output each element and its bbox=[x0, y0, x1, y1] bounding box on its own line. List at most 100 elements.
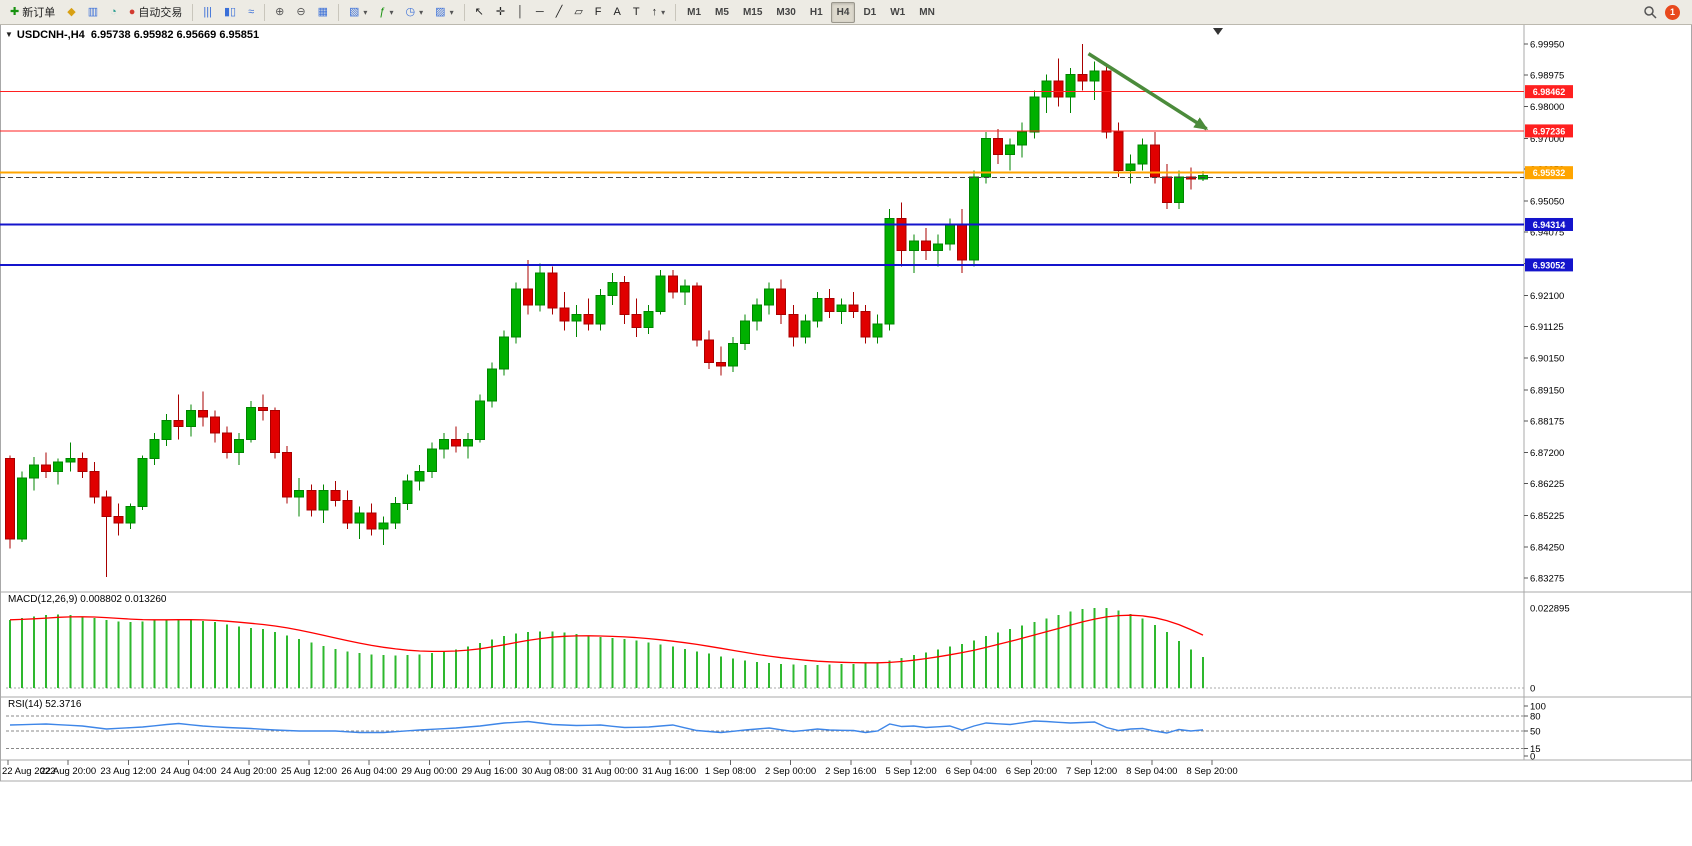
candle-up bbox=[1005, 144, 1016, 155]
one-click-trading-expander[interactable]: ▼ bbox=[5, 30, 13, 39]
pivot-line-price-tag[interactable] bbox=[1525, 166, 1573, 180]
candle-up bbox=[390, 503, 401, 524]
crosshair-button[interactable]: ✛ bbox=[491, 2, 510, 23]
time-axis-label: 26 Aug 04:00 bbox=[341, 766, 397, 777]
periods-button[interactable]: ◷ ▾ bbox=[401, 2, 429, 23]
candle-down bbox=[993, 137, 1004, 155]
candle-up bbox=[17, 477, 28, 540]
candle-down bbox=[1101, 70, 1112, 133]
vertical-line-button[interactable]: │ bbox=[512, 2, 529, 23]
support-1-price-tag[interactable] bbox=[1525, 217, 1573, 231]
candle-down bbox=[89, 471, 100, 498]
price-axis-label: 6.89150 bbox=[1530, 385, 1564, 396]
candle-up bbox=[764, 288, 775, 306]
candle-down bbox=[824, 298, 835, 312]
candle-down bbox=[715, 362, 726, 367]
trendline-icon: ╱ bbox=[555, 5, 563, 18]
time-axis-label: 6 Sep 20:00 bbox=[1006, 766, 1057, 777]
candle-down bbox=[896, 218, 907, 252]
timeframe-h4-button[interactable]: H4 bbox=[830, 1, 856, 23]
timeframe-m30-button[interactable]: M30 bbox=[770, 2, 801, 23]
support-2-price-tag[interactable] bbox=[1525, 258, 1573, 272]
channel-button[interactable]: ▱ bbox=[569, 2, 587, 23]
candle-up bbox=[499, 336, 510, 370]
rsi-panel bbox=[6, 715, 1524, 749]
price-axis[interactable]: 6.999506.989756.980006.970006.960506.950… bbox=[1524, 40, 1573, 763]
timeframe-mn-button[interactable]: MN bbox=[913, 2, 941, 23]
candle-down bbox=[848, 304, 859, 312]
new-chart-button[interactable]: ▧ ▾ bbox=[344, 2, 372, 23]
rsi-scale-label: 15 bbox=[1530, 744, 1541, 755]
candle-up bbox=[571, 314, 582, 322]
tile-windows-button[interactable]: ▦ bbox=[313, 2, 333, 23]
rsi-scale-label: 80 bbox=[1530, 712, 1541, 723]
candle-down bbox=[1149, 144, 1160, 178]
candle-down bbox=[631, 314, 642, 328]
timeframe-h1-button[interactable]: H1 bbox=[804, 2, 829, 23]
candle-up bbox=[29, 464, 40, 479]
main-toolbar: ✚ 新订单 ◆ ▥ ◔ ● 自动交易 ||| ▮▯ ≈ ⊕ ⊖ ▦ ▧ ▾ ƒ ▾ ◷ ▾ ▨ ▾ ↖ ✛ │ ─ ╱ ▱ F A T ↑ ▾… bbox=[0, 0, 1692, 25]
candle-down bbox=[450, 438, 461, 447]
templates-button[interactable]: ▨ ▾ bbox=[430, 2, 458, 23]
resistance-1-price-tag[interactable] bbox=[1525, 85, 1573, 99]
macd-signal-line bbox=[9, 614, 1204, 664]
resistance-2-price-tag[interactable] bbox=[1525, 124, 1573, 138]
text-button[interactable]: A bbox=[609, 2, 626, 23]
horizontal-levels bbox=[0, 91, 1524, 266]
terminal-button[interactable]: ▥ bbox=[83, 2, 103, 23]
new-order-button-label: 新订单 bbox=[22, 7, 56, 19]
ohlc-bars-button[interactable]: ||| bbox=[198, 2, 217, 23]
price-axis-label: 6.98000 bbox=[1530, 102, 1564, 113]
zoom-in-button[interactable]: ⊕ bbox=[270, 2, 289, 23]
timeframe-m1-button[interactable]: M1 bbox=[681, 2, 707, 23]
indicators-button[interactable]: ƒ ▾ bbox=[374, 2, 398, 23]
macd-label: MACD(12,26,9) 0.008802 0.013260 bbox=[8, 594, 167, 605]
trendline-button[interactable]: ╱ bbox=[551, 2, 568, 23]
horizontal-line-icon: ─ bbox=[535, 5, 544, 18]
metaeditor-button[interactable]: ◆ bbox=[62, 2, 80, 23]
candle-down bbox=[270, 410, 281, 453]
candle-up bbox=[65, 458, 76, 463]
candle-up bbox=[752, 304, 763, 322]
new-order-button[interactable]: ✚ 新订单 bbox=[5, 2, 60, 23]
arrows-button[interactable]: ↑ ▾ bbox=[647, 2, 671, 23]
strategy-tester-button[interactable]: ◔ bbox=[105, 2, 122, 23]
candle-up bbox=[185, 410, 196, 428]
candle-up bbox=[137, 458, 148, 508]
label-button[interactable]: T bbox=[628, 2, 645, 23]
time-axis-label: 5 Sep 12:00 bbox=[885, 766, 936, 777]
horizontal-line-button[interactable]: ─ bbox=[531, 2, 549, 23]
cursor-button[interactable]: ↖ bbox=[470, 2, 489, 23]
candle-up bbox=[1017, 131, 1028, 146]
candlestick-icon: ▮▯ bbox=[223, 5, 237, 18]
timeframe-w1-button[interactable]: W1 bbox=[884, 2, 911, 23]
candle-down bbox=[776, 288, 787, 316]
candle-up bbox=[438, 438, 449, 450]
indicators-icon: ƒ bbox=[379, 5, 386, 18]
line-chart-button[interactable]: ≈ bbox=[243, 2, 259, 23]
candle-down bbox=[221, 432, 232, 453]
price-axis-label: 6.99950 bbox=[1530, 40, 1564, 51]
timeframe-m5-button[interactable]: M5 bbox=[709, 2, 735, 23]
search-icon[interactable] bbox=[1643, 5, 1657, 19]
fibonacci-button[interactable]: F bbox=[590, 2, 607, 23]
candlestick-button[interactable]: ▮▯ bbox=[219, 2, 241, 23]
timeframe-d1-button[interactable]: D1 bbox=[857, 2, 882, 23]
trend-arrow[interactable] bbox=[1087, 52, 1209, 131]
periods-icon: ◷ bbox=[405, 5, 416, 18]
candle-up bbox=[378, 522, 389, 530]
zoom-out-button[interactable]: ⊖ bbox=[291, 2, 310, 23]
autotrading-button[interactable]: ● 自动交易 bbox=[124, 2, 188, 23]
vertical-line-icon: │ bbox=[517, 5, 524, 18]
timeframe-m15-button[interactable]: M15 bbox=[737, 2, 768, 23]
candle-up bbox=[800, 320, 811, 338]
price-axis-label: 6.85225 bbox=[1530, 511, 1564, 522]
candle-up bbox=[354, 512, 365, 524]
notification-badge[interactable]: 1 bbox=[1665, 4, 1680, 20]
candle-down bbox=[547, 272, 558, 309]
candle-up bbox=[474, 400, 485, 440]
toolbar-separator bbox=[337, 3, 339, 21]
